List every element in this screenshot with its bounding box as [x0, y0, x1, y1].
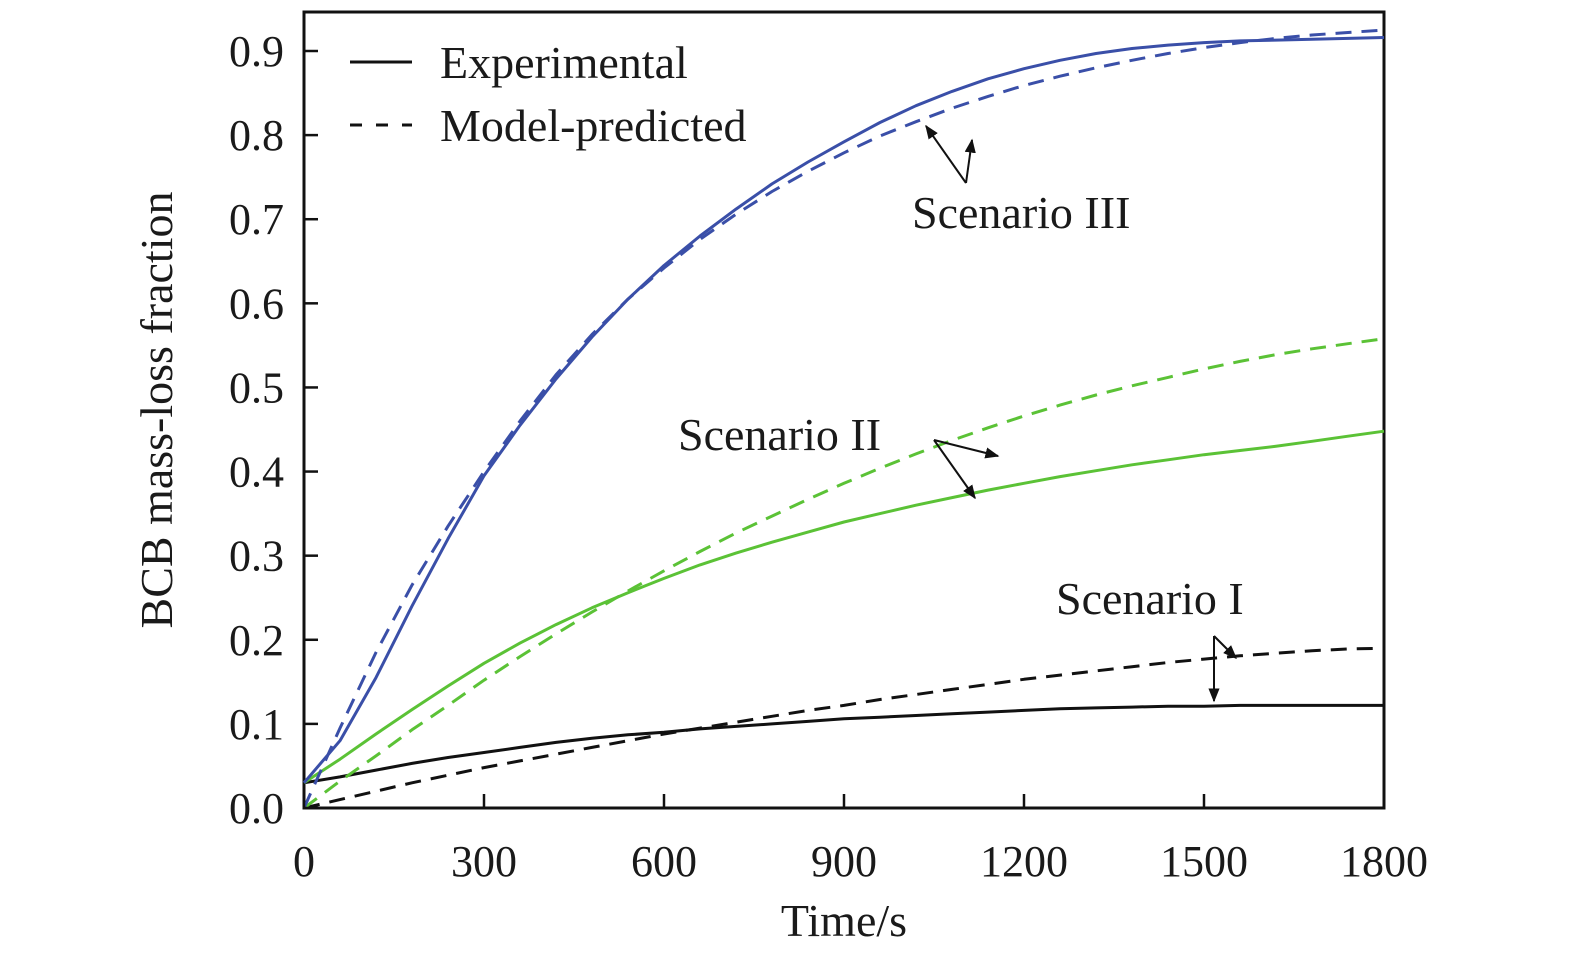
y-tick-label: 0.9 [229, 27, 284, 76]
series-line-scenario-ii-model [303, 337, 1385, 810]
y-tick-label: 0.8 [229, 111, 284, 160]
annotation-arrow [933, 439, 1000, 459]
x-tick-label: 900 [811, 837, 877, 886]
x-tick-label: 0 [293, 837, 315, 886]
series-line-scenario-ii-experimental [303, 429, 1385, 785]
annotation-label-scenario-i: Scenario I [1056, 573, 1244, 624]
series-line-scenario-i-model [303, 646, 1385, 810]
series-layer [302, 28, 1385, 810]
y-axis-label: BCB mass-loss fraction [131, 192, 182, 629]
series-line-scenario-iii-model [302, 28, 1385, 809]
x-tick-label: 300 [451, 837, 517, 886]
annotation-arrow [1213, 635, 1237, 659]
series-line-scenario-i-experimental [303, 703, 1384, 785]
x-tick-label: 600 [631, 837, 697, 886]
y-tick-label: 0.2 [229, 616, 284, 665]
y-tick-label: 0.1 [229, 700, 284, 749]
y-tick-label: 0.7 [229, 195, 284, 244]
series-line-scenario-iii-experimental [302, 36, 1385, 784]
annotation-label-scenario-ii: Scenario II [678, 409, 881, 460]
x-tick-label: 1800 [1340, 837, 1428, 886]
y-tick-label: 0.4 [229, 448, 284, 497]
legend-label-model: Model-predicted [440, 100, 747, 151]
x-tick-label: 1500 [1160, 837, 1248, 886]
annotation-scenario-iii: Scenario III [912, 124, 1130, 238]
legend-label-experimental: Experimental [440, 37, 688, 88]
x-tick-label: 1200 [980, 837, 1068, 886]
y-tick-label: 0.0 [229, 784, 284, 833]
annotation-arrow [933, 439, 976, 500]
ticks-layer: 0 300 600 900 1200 1500 1800 0.0 0.1 0.2 0.3 0.4 0.5… [229, 27, 1428, 886]
annotation-arrow [964, 138, 976, 184]
y-tick-label: 0.6 [229, 279, 284, 328]
y-tick-label: 0.3 [229, 532, 284, 581]
annotation-label-scenario-iii: Scenario III [912, 187, 1130, 238]
annotation-scenario-i: Scenario I [1056, 573, 1244, 703]
x-axis-label: Time/s [781, 895, 907, 946]
annotation-scenario-ii: Scenario II [678, 409, 1000, 500]
legend: Experimental Model-predicted [350, 37, 747, 151]
y-tick-label: 0.5 [229, 363, 284, 412]
annotation-arrow [925, 124, 967, 184]
